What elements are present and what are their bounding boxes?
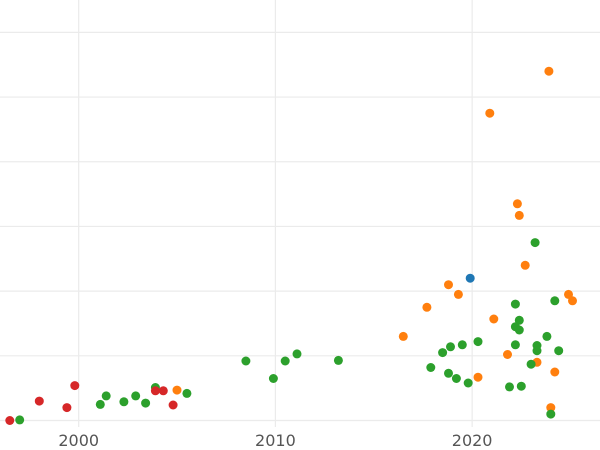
data-point — [489, 314, 499, 324]
data-point — [422, 302, 432, 312]
x-tick-label: 2000 — [58, 431, 99, 450]
data-point — [542, 331, 552, 341]
data-point — [292, 349, 302, 359]
data-point — [131, 391, 141, 401]
data-point — [182, 388, 192, 398]
data-point — [241, 356, 251, 366]
data-point — [463, 378, 473, 388]
data-point — [168, 400, 178, 410]
data-point — [546, 403, 556, 413]
data-point — [564, 289, 573, 299]
data-point — [465, 273, 475, 283]
data-point — [62, 403, 72, 413]
x-tick-label: 2020 — [452, 431, 493, 450]
data-point — [514, 210, 524, 220]
data-point — [438, 348, 448, 358]
data-point — [512, 199, 522, 209]
data-point — [530, 238, 540, 248]
data-points — [5, 66, 577, 425]
data-point — [451, 374, 461, 383]
data-point — [119, 397, 129, 407]
data-point — [514, 325, 524, 335]
data-point — [333, 355, 343, 365]
data-point — [473, 337, 483, 347]
data-point — [280, 356, 290, 366]
grid-lines — [0, 0, 600, 427]
data-point — [457, 340, 467, 350]
data-point — [95, 399, 105, 409]
data-point — [444, 368, 453, 378]
data-point — [520, 260, 530, 270]
data-point — [526, 359, 536, 369]
data-point — [172, 385, 182, 395]
data-point — [34, 396, 44, 406]
data-point — [150, 386, 160, 396]
data-point — [453, 289, 463, 299]
data-point — [510, 340, 520, 350]
data-point — [158, 386, 168, 396]
data-point — [426, 363, 436, 372]
data-point — [15, 415, 25, 425]
data-point — [446, 342, 455, 352]
data-point — [268, 374, 278, 383]
data-point — [532, 346, 542, 356]
data-point — [5, 416, 15, 425]
data-point — [101, 391, 111, 401]
data-point — [503, 350, 512, 359]
data-point — [473, 372, 483, 382]
x-axis-tick-labels: 2000 2010 2020 — [58, 431, 492, 450]
data-point — [505, 382, 514, 392]
x-tick-label: 2010 — [255, 431, 296, 450]
data-point — [70, 381, 80, 391]
data-point — [141, 398, 151, 408]
data-point — [568, 296, 577, 306]
data-point — [546, 409, 556, 419]
data-point — [550, 367, 560, 377]
data-point — [544, 66, 554, 76]
data-point — [398, 331, 408, 341]
data-point — [510, 299, 520, 309]
data-point — [550, 296, 560, 306]
data-point — [444, 280, 453, 290]
data-point — [485, 108, 495, 118]
data-point — [554, 346, 564, 356]
data-point — [516, 381, 526, 391]
